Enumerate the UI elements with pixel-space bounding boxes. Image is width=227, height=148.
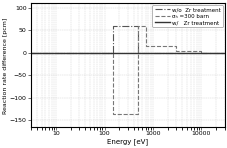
w/o  Zr treatment <box>111 52 114 54</box>
σₕ =300 barn <box>136 25 139 27</box>
σₕ =300 barn <box>143 25 146 27</box>
Legend: w/o  Zr treatment, σₕ =300 barn, w/   Zr treatment: w/o Zr treatment, σₕ =300 barn, w/ Zr tr… <box>152 5 222 27</box>
w/o  Zr treatment <box>111 25 114 27</box>
σₕ =300 barn <box>136 113 139 115</box>
X-axis label: Energy [eV]: Energy [eV] <box>107 138 148 145</box>
w/o  Zr treatment <box>222 52 225 54</box>
σₕ =300 barn <box>30 52 32 54</box>
σₕ =300 barn <box>111 113 114 115</box>
σₕ =300 barn <box>199 52 202 54</box>
Line: σₕ =300 barn: σₕ =300 barn <box>31 26 224 114</box>
w/o  Zr treatment <box>136 52 139 54</box>
σₕ =300 barn <box>143 45 146 47</box>
Y-axis label: Reaction rate difference [pcm]: Reaction rate difference [pcm] <box>3 17 8 114</box>
σₕ =300 barn <box>199 50 202 52</box>
w/o  Zr treatment <box>136 25 139 27</box>
σₕ =300 barn <box>111 52 114 54</box>
w/o  Zr treatment <box>30 52 32 54</box>
σₕ =300 barn <box>174 45 177 47</box>
Line: w/o  Zr treatment: w/o Zr treatment <box>31 26 224 53</box>
σₕ =300 barn <box>174 50 177 52</box>
σₕ =300 barn <box>222 52 225 54</box>
